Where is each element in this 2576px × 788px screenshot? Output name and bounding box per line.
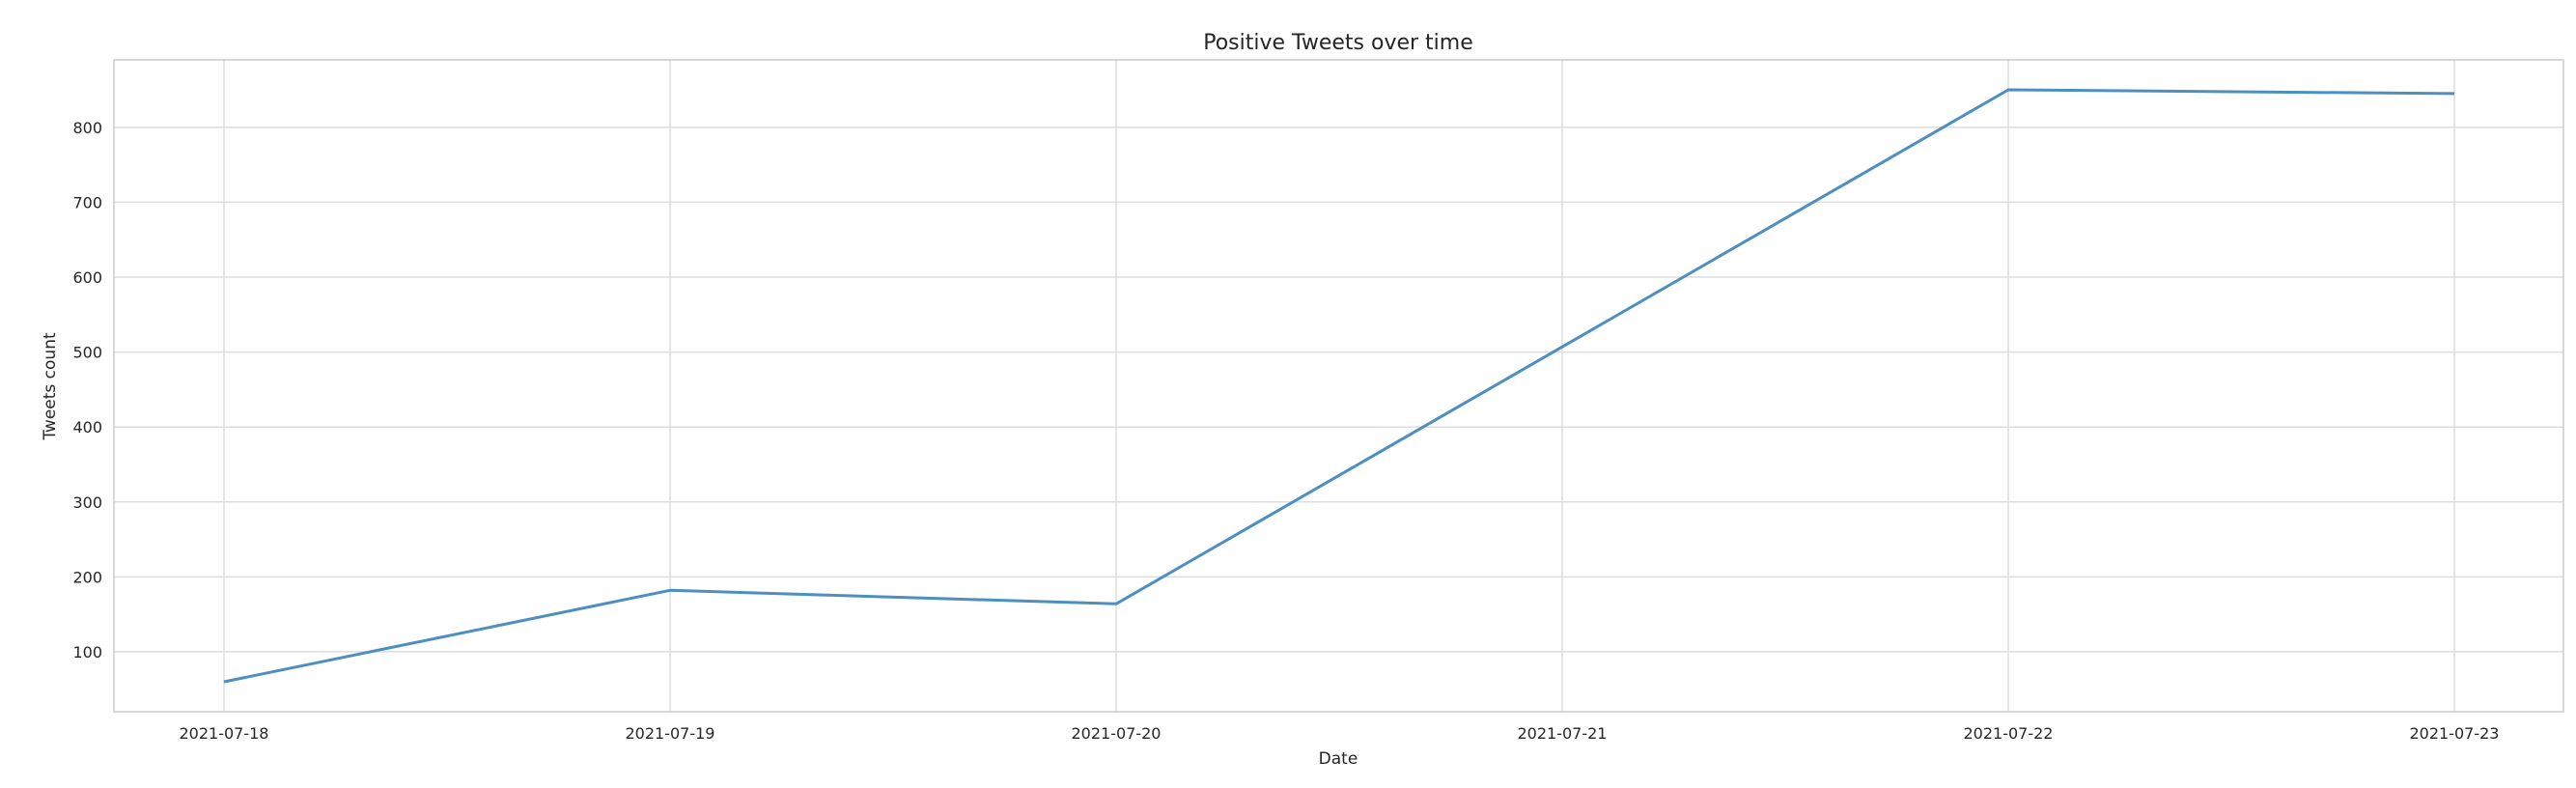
grid-lines <box>114 60 2563 712</box>
chart-title: Positive Tweets over time <box>1203 31 1473 55</box>
x-tick-label: 2021-07-21 <box>1518 724 1608 743</box>
series-layer <box>223 88 2455 684</box>
x-tick-label: 2021-07-20 <box>1072 724 1162 743</box>
y-tick-labels: 100 200 300 400 500 600 700 800 <box>72 119 102 661</box>
y-tick-label: 100 <box>72 643 102 661</box>
x-tick-label: 2021-07-23 <box>2410 724 2500 743</box>
series-line <box>223 88 2455 684</box>
x-tick-labels: 2021-07-18 2021-07-19 2021-07-20 2021-07-21… <box>180 724 2500 743</box>
y-tick-label: 300 <box>72 493 102 512</box>
y-tick-label: 200 <box>72 568 102 586</box>
y-tick-label: 400 <box>72 418 102 436</box>
plot-area <box>113 59 2564 713</box>
y-tick-label: 500 <box>72 344 102 362</box>
x-axis-label: Date <box>1319 749 1358 769</box>
y-tick-label: 700 <box>72 193 102 211</box>
x-tick-label: 2021-07-18 <box>180 724 269 743</box>
y-tick-label: 600 <box>72 268 102 287</box>
x-tick-label: 2021-07-19 <box>626 724 715 743</box>
x-tick-label: 2021-07-22 <box>1964 724 2054 743</box>
y-axis-label: Tweets count <box>41 332 60 441</box>
y-tick-label: 800 <box>72 119 102 137</box>
